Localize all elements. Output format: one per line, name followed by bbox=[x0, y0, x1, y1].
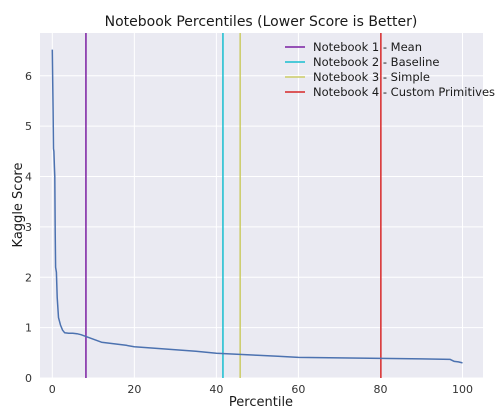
y-tick-label: 5 bbox=[25, 120, 32, 133]
y-axis-label: Kaggle Score bbox=[11, 163, 26, 248]
y-tick-label: 6 bbox=[25, 70, 32, 83]
x-axis-label: Percentile bbox=[229, 395, 293, 410]
y-tick-label: 4 bbox=[25, 171, 32, 184]
legend-entry: Notebook 1 - Mean bbox=[313, 40, 422, 54]
y-tick-label: 0 bbox=[25, 372, 32, 385]
x-tick-label: 80 bbox=[373, 383, 387, 396]
x-tick-label: 100 bbox=[452, 383, 473, 396]
y-tick-labels: 0 1 2 3 4 5 6 bbox=[25, 70, 32, 385]
x-tick-label: 60 bbox=[291, 383, 305, 396]
legend-entry: Notebook 2 - Baseline bbox=[313, 55, 439, 69]
x-tick-label: 20 bbox=[127, 383, 141, 396]
chart-title: Notebook Percentiles (Lower Score is Bet… bbox=[105, 14, 418, 30]
y-tick-label: 2 bbox=[25, 271, 32, 284]
legend-entry: Notebook 4 - Custom Primitives bbox=[313, 85, 495, 99]
y-tick-label: 1 bbox=[25, 322, 32, 335]
x-tick-label: 0 bbox=[49, 383, 56, 396]
y-tick-label: 3 bbox=[25, 221, 32, 234]
legend-entry: Notebook 3 - Simple bbox=[313, 70, 430, 84]
x-tick-label: 40 bbox=[209, 383, 223, 396]
